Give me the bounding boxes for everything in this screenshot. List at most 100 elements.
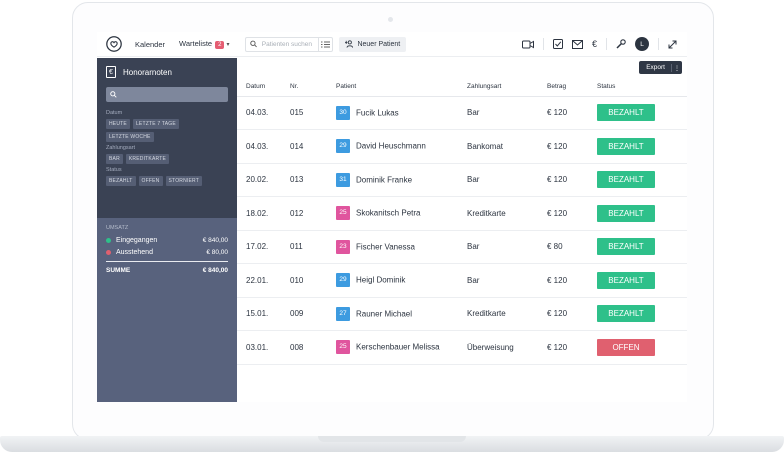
table-row[interactable]: 03.01. 008 25 Kerschenbauer Melissa Überweis…	[237, 330, 687, 365]
filter-chip-heute[interactable]: HEUTE	[106, 119, 130, 129]
patient-number-badge: 31	[336, 172, 350, 187]
patient-name[interactable]: Heigl Dominik	[356, 275, 406, 285]
wrench-icon[interactable]	[616, 39, 626, 49]
cell-patient[interactable]: 25 Kerschenbauer Melissa	[336, 330, 467, 365]
cell-patient[interactable]: 25 Skokanitsch Petra	[336, 196, 467, 231]
status-badge[interactable]: BEZAHLT	[597, 104, 655, 122]
eingegangen-value: € 840,00	[202, 237, 228, 244]
more-icon[interactable]: ⋮	[671, 63, 682, 72]
summe-row: SUMME € 840,00	[106, 261, 228, 274]
cell-nr: 010	[290, 263, 336, 298]
cell-nr: 015	[290, 96, 336, 130]
divider	[542, 38, 544, 50]
patient-name[interactable]: Kerschenbauer Melissa	[356, 342, 440, 352]
table-row[interactable]: 18.02. 012 25 Skokanitsch Petra Kreditkarte €…	[237, 196, 687, 231]
filter-chips-datum: HEUTE LETZTE 7 TAGE LETZTE WOCHE	[106, 119, 228, 142]
search-input[interactable]	[261, 40, 318, 48]
table-row[interactable]: 15.01. 009 27 Rauner Michael Kreditkarte € 12…	[237, 297, 687, 331]
cell-date: 04.03.	[237, 129, 290, 164]
filter-label-status: Status	[106, 167, 122, 173]
nav-kalender[interactable]: Kalender	[135, 39, 166, 49]
topbar-actions: € L	[521, 37, 687, 51]
patient-name[interactable]: Rauner Michael	[356, 309, 413, 319]
patient-name[interactable]: Fucik Lukas	[356, 108, 399, 118]
cell-amount: € 120	[547, 297, 597, 331]
table-row[interactable]: 04.03. 014 29 David Heuschmann Bankomat € 120…	[237, 129, 687, 164]
laptop-base	[0, 436, 784, 452]
cell-nr: 012	[290, 196, 336, 231]
video-icon[interactable]	[521, 40, 534, 49]
status-badge[interactable]: BEZAHLT	[597, 271, 655, 289]
nav-warteliste[interactable]: Warteliste 2 ▾	[179, 39, 229, 49]
umsatz-label: UMSATZ	[106, 225, 129, 231]
new-patient-button[interactable]: Neuer Patient	[339, 36, 407, 52]
cell-amount: € 120	[547, 196, 597, 231]
cell-amount: € 120	[547, 263, 597, 298]
table-row[interactable]: 04.03. 015 30 Fucik Lukas Bar € 120 BEZAHLT	[237, 96, 687, 130]
logo-icon[interactable]	[105, 35, 123, 53]
column-header-betrag[interactable]: Betrag	[547, 78, 597, 97]
add-user-icon	[345, 40, 354, 48]
status-badge[interactable]: OFFEN	[597, 338, 655, 356]
column-header-zahlungsart[interactable]: Zahlungsart	[467, 78, 547, 97]
status-badge[interactable]: BEZAHLT	[597, 204, 655, 222]
cell-date: 18.02.	[237, 196, 290, 231]
table-row[interactable]: 22.01. 010 29 Heigl Dominik Bar € 120 BEZAHLT	[237, 263, 687, 298]
eingegangen-row: Eingegangen € 840,00	[106, 237, 228, 244]
nav-warteliste-label: Warteliste	[179, 39, 213, 48]
euro-icon[interactable]: €	[591, 39, 597, 49]
patient-number-badge: 25	[336, 206, 350, 221]
expand-icon[interactable]	[668, 40, 677, 49]
filter-chip-kreditkarte[interactable]: KREDITKARTE	[125, 154, 170, 164]
cell-date: 17.02.	[237, 230, 290, 264]
mail-icon[interactable]	[571, 39, 583, 49]
cell-patient[interactable]: 23 Fischer Vanessa	[336, 230, 467, 264]
patient-number-badge: 27	[336, 306, 350, 321]
filter-chip-letzte-woche[interactable]: LETZTE WOCHE	[106, 132, 154, 142]
filter-chip-offen[interactable]: OFFEN	[138, 176, 163, 186]
cell-status: OFFEN	[597, 330, 687, 365]
status-badge[interactable]: BEZAHLT	[597, 137, 655, 155]
search-icon	[250, 40, 258, 48]
camera-dot	[388, 17, 393, 22]
sidebar-search-input[interactable]	[106, 87, 228, 102]
column-header-status[interactable]: Status	[597, 78, 687, 97]
avatar[interactable]: L	[635, 37, 649, 51]
sidebar-title: € Honorarnoten	[106, 66, 228, 78]
cell-payment: Bar	[467, 96, 547, 130]
cell-patient[interactable]: 30 Fucik Lukas	[336, 96, 467, 130]
column-header-nr[interactable]: Nr.	[290, 78, 336, 97]
back-icon[interactable]: €	[106, 66, 116, 78]
patient-name[interactable]: Fischer Vanessa	[356, 242, 415, 252]
cell-status: BEZAHLT	[597, 297, 687, 331]
cell-patient[interactable]: 29 David Heuschmann	[336, 129, 467, 164]
status-badge[interactable]: BEZAHLT	[597, 171, 655, 189]
status-badge[interactable]: BEZAHLT	[597, 238, 655, 256]
cell-patient[interactable]: 31 Dominik Franke	[336, 163, 467, 197]
table-row[interactable]: 17.02. 011 23 Fischer Vanessa Bar € 80 BEZAHLT	[237, 230, 687, 264]
column-header-patient[interactable]: Patient	[336, 78, 467, 97]
cell-patient[interactable]: 29 Heigl Dominik	[336, 263, 467, 298]
cell-payment: Bar	[467, 230, 547, 264]
patient-name[interactable]: Skokanitsch Petra	[356, 208, 421, 218]
cell-nr: 008	[290, 330, 336, 365]
cell-payment: Bar	[467, 163, 547, 197]
table-row[interactable]: 20.02. 013 31 Dominik Franke Bar € 120 BEZAHLT	[237, 163, 687, 197]
filter-chip-bezahlt[interactable]: BEZAHLT	[106, 176, 136, 186]
cell-date: 22.01.	[237, 263, 290, 298]
patient-name[interactable]: David Heuschmann	[356, 141, 426, 151]
invoice-list: Export ⋮ Datum Nr. Patient Zahlungsart B…	[237, 58, 687, 402]
filter-chip-storniert[interactable]: STORNIERT	[165, 176, 203, 186]
export-button[interactable]: Export ⋮	[639, 61, 682, 74]
cell-patient[interactable]: 27 Rauner Michael	[336, 297, 467, 331]
patient-search	[245, 36, 334, 52]
patient-name[interactable]: Dominik Franke	[356, 175, 413, 185]
checkbox-icon[interactable]	[552, 39, 563, 49]
list-icon[interactable]	[317, 37, 333, 51]
summe-label: SUMME	[106, 267, 131, 274]
status-badge[interactable]: BEZAHLT	[597, 305, 655, 323]
column-header-datum[interactable]: Datum	[237, 78, 290, 97]
filter-chip-letzte-7-tage[interactable]: LETZTE 7 TAGE	[132, 119, 179, 129]
filter-chip-bar[interactable]: BAR	[106, 154, 123, 164]
